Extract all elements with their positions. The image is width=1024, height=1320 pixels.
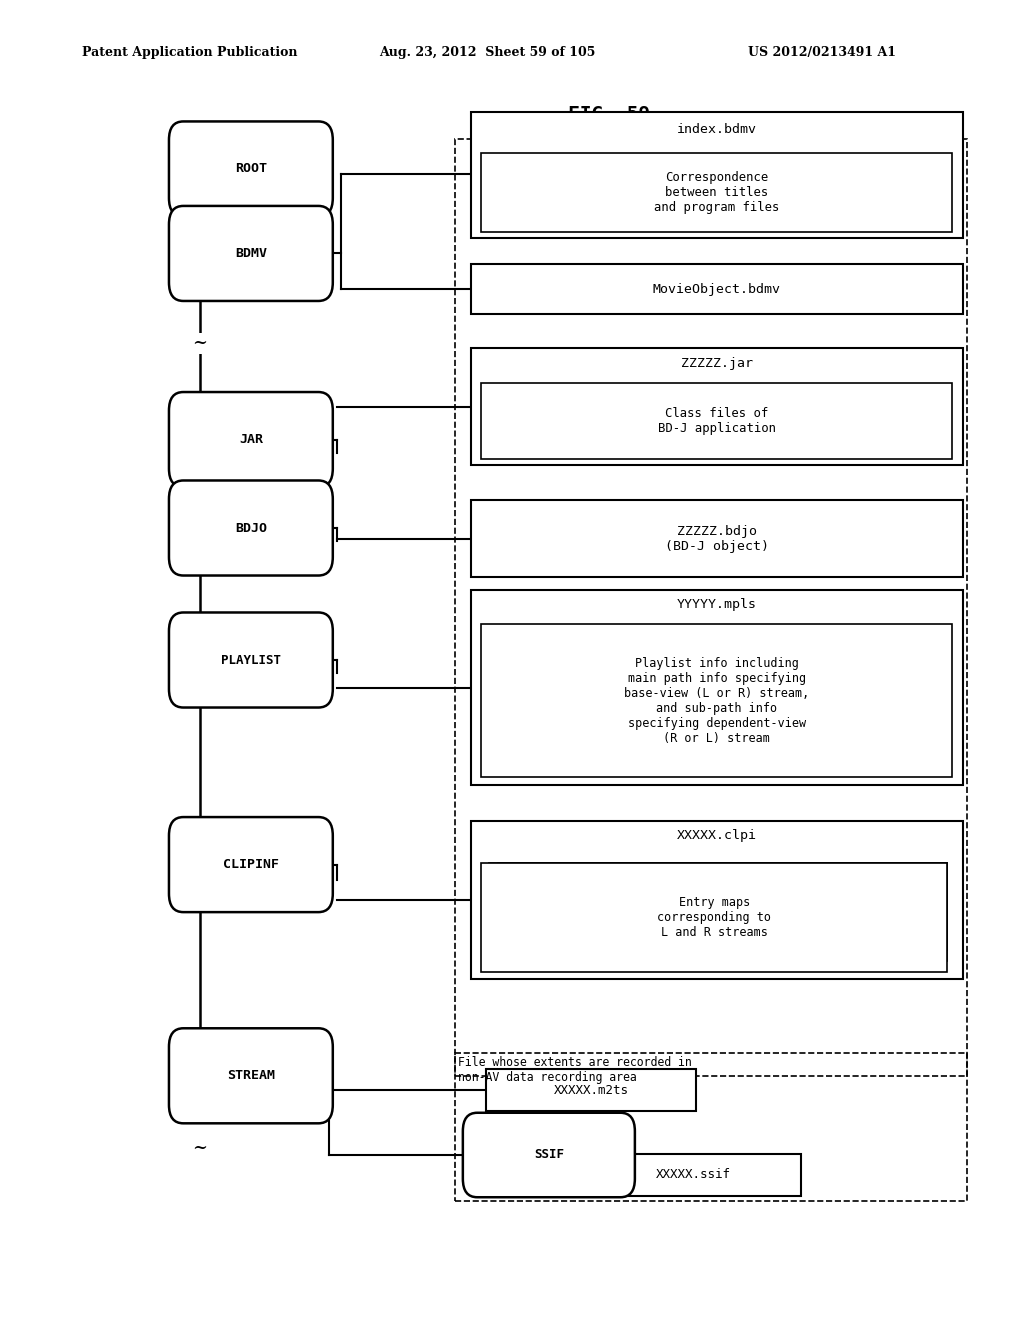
Bar bbox=[481, 624, 952, 777]
Text: STREAM: STREAM bbox=[227, 1069, 274, 1082]
Text: ZZZZZ.bdjo
(BD-J object): ZZZZZ.bdjo (BD-J object) bbox=[665, 524, 769, 553]
Text: index.bdmv: index.bdmv bbox=[677, 123, 757, 136]
Text: XXXXX.m2ts: XXXXX.m2ts bbox=[554, 1084, 629, 1097]
Text: CLIPINF: CLIPINF bbox=[223, 858, 279, 871]
Text: ~: ~ bbox=[193, 1139, 207, 1158]
Bar bbox=[455, 139, 967, 1076]
Bar bbox=[486, 1069, 696, 1111]
Text: FIG. 59: FIG. 59 bbox=[568, 106, 650, 124]
Text: XXXXX.ssif: XXXXX.ssif bbox=[655, 1168, 731, 1181]
Bar bbox=[481, 153, 952, 232]
Text: YYYYY.mpls: YYYYY.mpls bbox=[677, 598, 757, 611]
Text: ~: ~ bbox=[193, 334, 207, 352]
Text: ZZZZZ.jar: ZZZZZ.jar bbox=[681, 356, 753, 370]
Bar bbox=[481, 863, 947, 972]
Text: Class files of
BD-J application: Class files of BD-J application bbox=[657, 407, 776, 436]
Text: JAR: JAR bbox=[239, 433, 263, 446]
FancyBboxPatch shape bbox=[169, 392, 333, 487]
Bar bbox=[471, 500, 963, 577]
Bar bbox=[471, 590, 963, 785]
Text: Patent Application Publication: Patent Application Publication bbox=[82, 46, 297, 59]
Text: MovieObject.bdmv: MovieObject.bdmv bbox=[653, 282, 780, 296]
Text: XXXXX.clpi: XXXXX.clpi bbox=[677, 829, 757, 842]
Text: SSIF: SSIF bbox=[534, 1148, 564, 1162]
Bar bbox=[586, 1154, 801, 1196]
Bar bbox=[471, 112, 963, 238]
Text: PLAYLIST: PLAYLIST bbox=[221, 653, 281, 667]
Text: US 2012/0213491 A1: US 2012/0213491 A1 bbox=[748, 46, 896, 59]
Bar bbox=[455, 1053, 967, 1201]
Text: Aug. 23, 2012  Sheet 59 of 105: Aug. 23, 2012 Sheet 59 of 105 bbox=[379, 46, 595, 59]
Bar bbox=[471, 821, 963, 979]
FancyBboxPatch shape bbox=[169, 121, 333, 216]
Bar bbox=[498, 863, 947, 950]
Bar bbox=[489, 863, 947, 961]
Bar bbox=[481, 383, 952, 459]
Text: BDMV: BDMV bbox=[234, 247, 267, 260]
FancyBboxPatch shape bbox=[169, 206, 333, 301]
FancyBboxPatch shape bbox=[169, 817, 333, 912]
Text: ROOT: ROOT bbox=[234, 162, 267, 176]
FancyBboxPatch shape bbox=[169, 1028, 333, 1123]
Bar bbox=[471, 348, 963, 465]
Text: Entry maps
corresponding to
L and R streams: Entry maps corresponding to L and R stre… bbox=[657, 896, 771, 939]
Text: Correspondence
between titles
and program files: Correspondence between titles and progra… bbox=[654, 172, 779, 214]
Text: BDJO: BDJO bbox=[234, 521, 267, 535]
FancyBboxPatch shape bbox=[463, 1113, 635, 1197]
Text: Playlist info including
main path info specifying
base-view (L or R) stream,
and: Playlist info including main path info s… bbox=[625, 657, 809, 744]
Bar bbox=[471, 264, 963, 314]
FancyBboxPatch shape bbox=[169, 612, 333, 708]
FancyBboxPatch shape bbox=[169, 480, 333, 576]
Text: File whose extents are recorded in
non-AV data recording area: File whose extents are recorded in non-A… bbox=[458, 1056, 691, 1084]
